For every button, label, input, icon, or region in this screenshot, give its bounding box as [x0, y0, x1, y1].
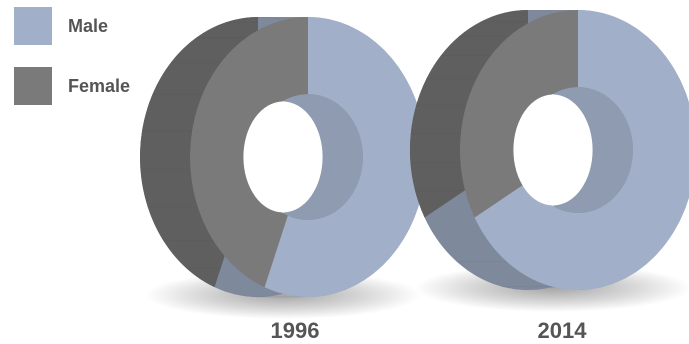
legend-item-male: Male	[14, 7, 154, 47]
chart-label-2014: 2014	[538, 318, 588, 343]
donut-chart-1996: 1996	[140, 17, 427, 343]
legend-label-female: Female	[68, 76, 131, 96]
legend-swatch-male	[14, 7, 52, 45]
slice-male-1996	[264, 17, 427, 298]
legend-swatch-female	[14, 67, 52, 105]
legend: Male Female	[14, 7, 154, 107]
donut-hole-1996	[243, 101, 323, 213]
legend-label-male: Male	[68, 16, 109, 36]
chart-label-1996: 1996	[271, 318, 320, 343]
slice-male-2014	[474, 10, 689, 290]
donut-hole-2014	[513, 94, 593, 206]
legend-item-female: Female	[14, 67, 154, 107]
slice-band-female-1996	[140, 17, 308, 288]
slice-inner-wall-male-1996	[237, 94, 363, 220]
slice-female-2014	[459, 10, 578, 218]
slice-band-female-2014	[410, 10, 578, 218]
donut-chart-2014: 2014	[410, 10, 689, 343]
